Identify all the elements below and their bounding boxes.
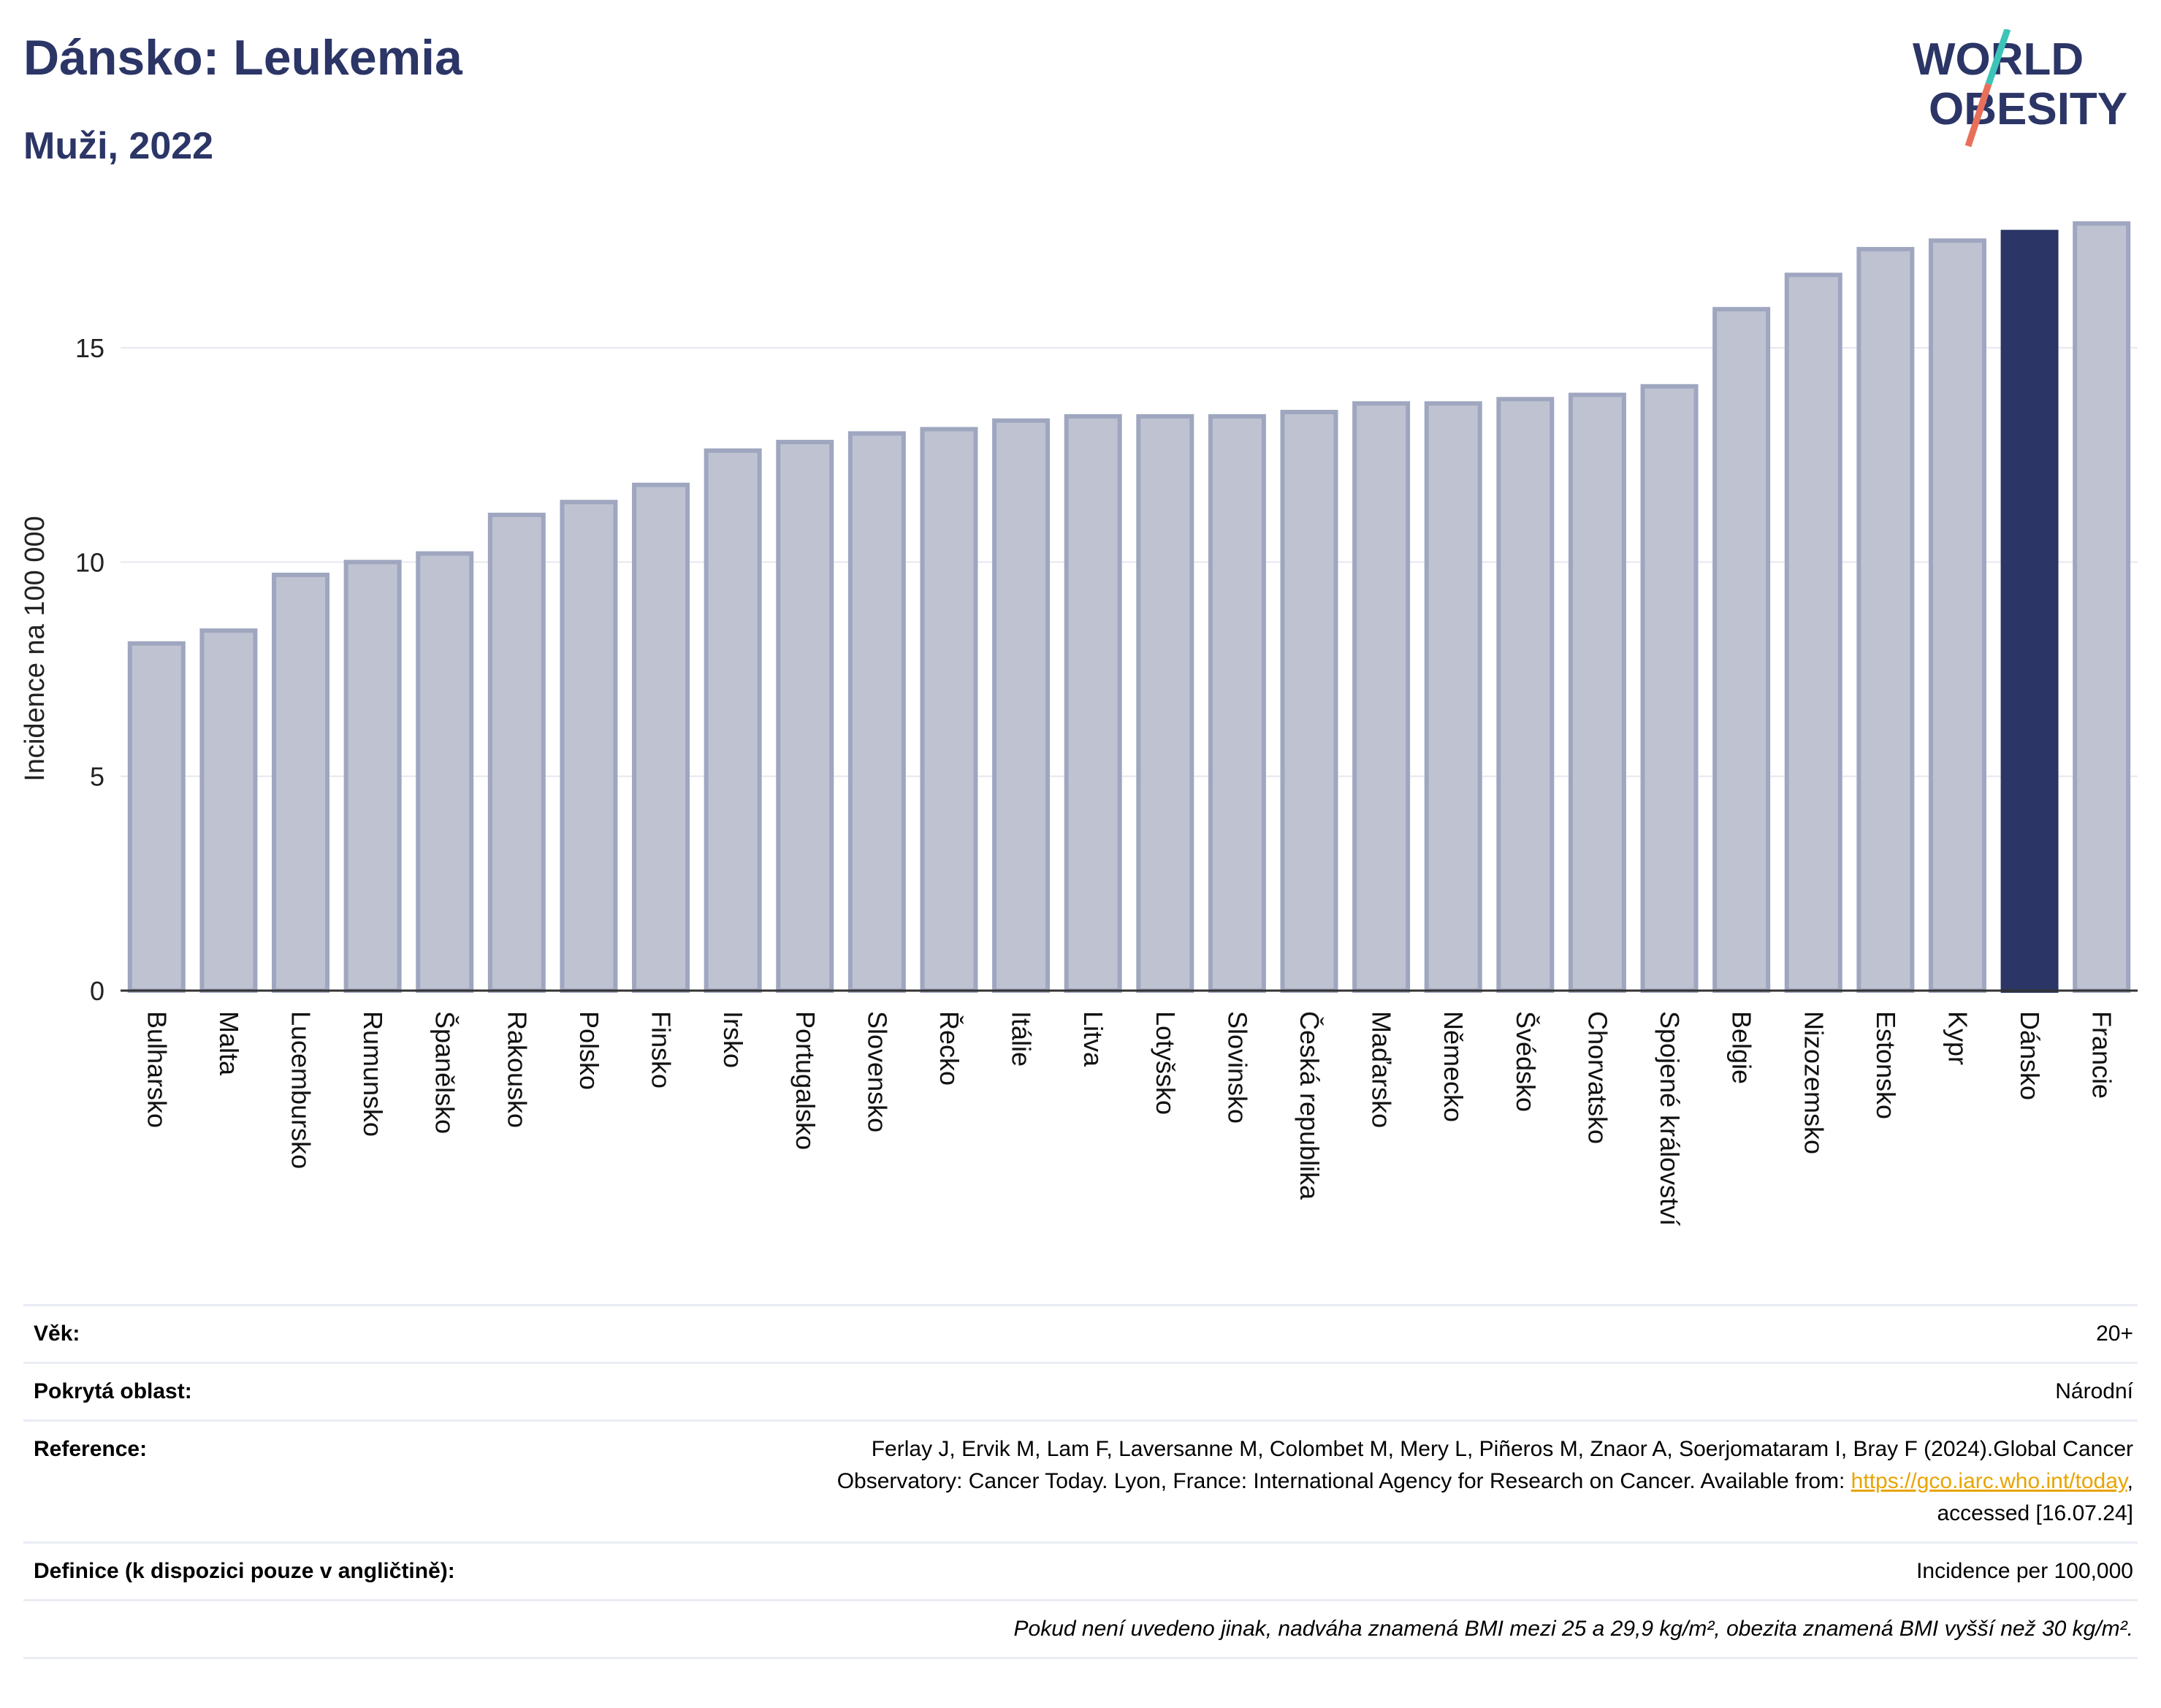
info-table: Věk: 20+ Pokrytá oblast: Národní Referen… — [23, 1304, 2138, 1659]
bar-Francie — [2073, 221, 2131, 993]
x-tick-label: Česká republika — [1295, 1011, 1325, 1200]
bar-Spojené království — [1640, 384, 1699, 993]
definition-value: Incidence per 100,000 — [1916, 1559, 2133, 1583]
x-tick-label: Nizozemsko — [1799, 1011, 1829, 1154]
bar-Litva — [1064, 413, 1122, 993]
bar-Švédsko — [1496, 397, 1555, 993]
bar-Belgie — [1712, 307, 1771, 993]
bar-Bulharsko — [127, 641, 186, 993]
bar-Itálie — [992, 418, 1051, 993]
bar-Maďarsko — [1352, 401, 1411, 993]
x-tick-label: Rumunsko — [358, 1011, 388, 1137]
area-value: Národní — [2055, 1379, 2133, 1403]
x-tick-label: Finsko — [647, 1011, 676, 1089]
x-tick-label: Lotyšsko — [1151, 1011, 1181, 1115]
reference-line-2: Observatory: Cancer Today. Lyon, France:… — [836, 1469, 1851, 1493]
world-obesity-logo: WORLD OBESITY — [1913, 29, 2127, 148]
bar-Rakousko — [487, 512, 546, 993]
bar-Německo — [1424, 401, 1482, 993]
bar-Malta — [199, 628, 258, 993]
x-tick-label: Řecko — [934, 1011, 964, 1086]
x-tick-label: Polsko — [574, 1011, 604, 1090]
definition-label: Definice (k dispozici pouze v angličtině… — [34, 1559, 455, 1583]
bar-Lucembursko — [272, 572, 330, 993]
y-tick-labels: 0 5 10 15 — [75, 333, 104, 1006]
bar-Nizozemsko — [1784, 272, 1842, 993]
info-row-reference: Reference: Ferlay J, Ervik M, Lam F, Lav… — [23, 1419, 2138, 1541]
reference-line-1: Ferlay J, Ervik M, Lam F, Laversanne M, … — [871, 1437, 2133, 1461]
bars — [127, 221, 2131, 994]
info-row-note: Pokud není uvedeno jinak, nadváha znamen… — [23, 1599, 2138, 1659]
bar-Řecko — [920, 427, 978, 993]
y-tick-label: 5 — [90, 762, 104, 792]
x-tick-label: Chorvatsko — [1582, 1011, 1612, 1144]
x-tick-label: Irsko — [718, 1011, 748, 1068]
x-tick-label: Belgie — [1727, 1011, 1757, 1084]
y-tick-label: 0 — [90, 976, 104, 1006]
reference-line-2-end: , — [2127, 1469, 2133, 1493]
bar-Finsko — [632, 482, 690, 993]
bar-Dánsko — [2000, 229, 2059, 994]
bar-Česká republika — [1280, 410, 1338, 993]
bar-Irsko — [704, 448, 762, 993]
info-row-area: Pokrytá oblast: Národní — [23, 1362, 2138, 1419]
x-tick-label: Švédsko — [1511, 1011, 1541, 1112]
bmi-note: Pokud není uvedeno jinak, nadváha znamen… — [1013, 1617, 2134, 1641]
x-tick-label: Maďarsko — [1367, 1011, 1397, 1128]
x-tick-label: Rakousko — [502, 1011, 532, 1128]
age-label: Věk: — [34, 1322, 80, 1346]
x-tick-label: Spojené království — [1655, 1011, 1685, 1226]
bar-Portugalsko — [776, 440, 834, 993]
x-tick-label: Malta — [214, 1011, 244, 1076]
x-tick-label: Litva — [1078, 1011, 1108, 1067]
reference-link[interactable]: https://gco.iarc.who.int/today — [1851, 1469, 2127, 1493]
x-tick-label: Kypr — [1943, 1011, 1973, 1065]
area-label: Pokrytá oblast: — [34, 1379, 192, 1403]
page-title: Dánsko: Leukemia — [23, 30, 462, 85]
x-tick-label: Itálie — [1007, 1011, 1037, 1067]
x-tick-label: Německo — [1438, 1011, 1468, 1122]
x-tick-label: Slovinsko — [1222, 1011, 1252, 1124]
bar-Rumunsko — [343, 560, 402, 993]
reference-label: Reference: — [34, 1437, 148, 1461]
reference-line-3: accessed [16.07.24] — [1937, 1501, 2133, 1525]
bar-Chorvatsko — [1568, 392, 1626, 993]
x-tick-labels: Bulharsko Malta Lucembursko Rumunsko Španěls… — [142, 1011, 2116, 1226]
y-axis-label: Incidence na 100 000 — [20, 516, 50, 781]
info-row-age: Věk: 20+ — [23, 1304, 2138, 1362]
logo-slash-top — [1985, 29, 2011, 85]
x-tick-label: Dánsko — [2015, 1011, 2045, 1100]
x-tick-label: Lucembursko — [286, 1011, 316, 1169]
x-tick-label: Francie — [2087, 1011, 2117, 1099]
bar-Polsko — [560, 500, 618, 993]
bar-Slovinsko — [1208, 413, 1266, 993]
bar-Lotyšsko — [1136, 413, 1194, 993]
reference-value: Ferlay J, Ervik M, Lam F, Laversanne M, … — [837, 1433, 2138, 1530]
page-subtitle: Muži, 2022 — [23, 125, 214, 167]
info-row-definition: Definice (k dispozici pouze v angličtině… — [23, 1541, 2138, 1599]
bar-Estonsko — [1856, 247, 1915, 994]
y-tick-label: 10 — [75, 547, 104, 577]
x-tick-label: Bulharsko — [142, 1011, 172, 1128]
logo-text-bottom: OBESITY — [1929, 84, 2127, 134]
x-tick-label: Portugalsko — [790, 1011, 820, 1150]
x-tick-label: Slovensko — [862, 1011, 892, 1132]
logo-slash-bottom — [1964, 83, 1992, 148]
bar-chart: 0 5 10 15 Bulharsko Malta Lucembursko Rumunsko… — [20, 221, 2138, 1226]
y-tick-label: 15 — [75, 333, 104, 363]
bar-Kypr — [1928, 238, 1986, 993]
x-tick-label: Španělsko — [430, 1011, 460, 1134]
bar-Slovensko — [847, 431, 906, 993]
x-tick-label: Estonsko — [1871, 1011, 1901, 1119]
age-value: 20+ — [2096, 1322, 2133, 1346]
bar-Španělsko — [416, 551, 474, 993]
